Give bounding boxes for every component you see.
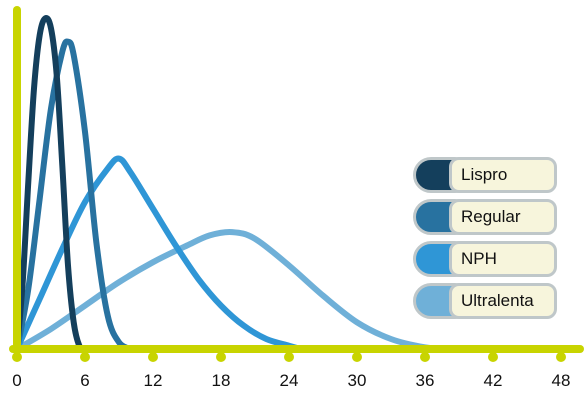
legend-label: Ultralenta (449, 283, 557, 319)
axes (9, 6, 584, 353)
x-tick-label: 6 (80, 371, 89, 390)
x-tick-mark (420, 352, 430, 362)
x-tick-label: 42 (484, 371, 503, 390)
legend-item-regular: Regular (413, 199, 561, 235)
legend-item-nph: NPH (413, 241, 561, 277)
legend-item-ultralenta: Ultralenta (413, 283, 561, 319)
x-tick-mark (556, 352, 566, 362)
x-tick-mark (216, 352, 226, 362)
series-line-regular (14, 38, 134, 352)
x-tick-label: 36 (416, 371, 435, 390)
x-ticks: 0 6 12 18 24 30 36 42 48 (12, 352, 570, 390)
x-tick-mark (488, 352, 498, 362)
x-tick-mark (284, 352, 294, 362)
legend-label: NPH (449, 241, 557, 277)
legend: Lispro Regular NPH Ultralenta (413, 157, 561, 325)
x-tick-label: 18 (212, 371, 231, 390)
series-layer (14, 15, 451, 352)
x-tick-label: 0 (12, 371, 21, 390)
legend-label: Lispro (449, 157, 557, 193)
x-tick-mark (148, 352, 158, 362)
x-tick-mark (12, 352, 22, 362)
x-tick-label: 24 (280, 371, 299, 390)
legend-label: Regular (449, 199, 557, 235)
series-line-lispro (14, 15, 88, 352)
legend-item-lispro: Lispro (413, 157, 561, 193)
x-tick-label: 30 (348, 371, 367, 390)
x-tick-mark (352, 352, 362, 362)
x-tick-label: 48 (552, 371, 571, 390)
x-tick-mark (80, 352, 90, 362)
series-line-ultralenta (14, 228, 451, 352)
x-tick-label: 12 (144, 371, 163, 390)
